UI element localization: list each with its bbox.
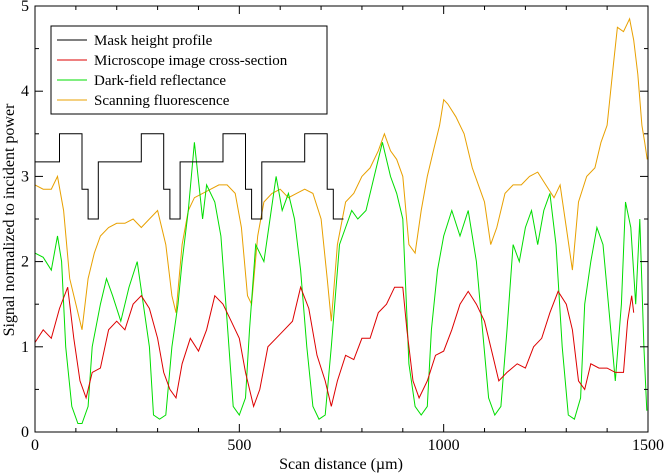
y-tick-label: 1 [21, 339, 29, 356]
legend-label-1: Mask height profile [94, 33, 213, 49]
y-tick-label: 3 [21, 168, 29, 185]
legend: Mask height profile Microscope image cros… [50, 25, 328, 115]
y-ticks: 0 1 2 3 4 5 [21, 0, 648, 441]
series-line-1 [35, 133, 344, 220]
y-tick-label: 5 [21, 0, 29, 15]
x-tick-label: 0 [31, 437, 39, 454]
series-line-4 [34, 17, 648, 330]
x-tick-label: 1500 [632, 437, 664, 454]
y-tick-label: 4 [21, 83, 29, 100]
series-line-2 [34, 285, 635, 409]
legend-box [50, 25, 328, 115]
y-axis-title: Signal normalized to incident power [1, 103, 18, 337]
y-tick-label: 0 [21, 424, 29, 441]
legend-label-3: Dark-field reflectance [94, 73, 226, 89]
x-tick-label: 1000 [428, 437, 460, 454]
x-ticks: 0 500 1000 1500 [31, 6, 664, 454]
legend-label-2: Microscope image cross-section [94, 53, 288, 69]
plot-lines [34, 17, 648, 424]
x-axis-title: Scan distance (µm) [279, 456, 403, 473]
legend-label-4: Scanning fluorescence [94, 93, 230, 109]
series-line-3 [34, 142, 648, 424]
y-tick-label: 2 [21, 254, 29, 271]
x-tick-label: 500 [227, 437, 251, 454]
